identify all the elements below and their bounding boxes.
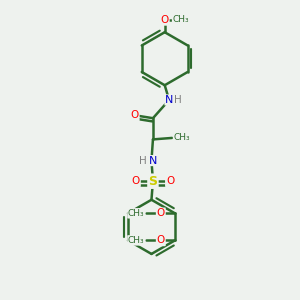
Text: O: O <box>166 176 174 186</box>
Text: O: O <box>132 176 140 186</box>
Text: O: O <box>157 208 165 218</box>
Text: O: O <box>160 15 169 25</box>
Text: H: H <box>140 156 147 166</box>
Text: N: N <box>165 95 173 105</box>
Text: CH₃: CH₃ <box>128 209 145 218</box>
Text: N: N <box>149 156 157 166</box>
Text: S: S <box>148 175 158 188</box>
Text: CH₃: CH₃ <box>174 134 190 142</box>
Text: H: H <box>173 95 181 105</box>
Text: CH₃: CH₃ <box>172 15 189 24</box>
Text: O: O <box>130 110 139 120</box>
Text: O: O <box>157 236 165 245</box>
Text: CH₃: CH₃ <box>128 236 145 245</box>
